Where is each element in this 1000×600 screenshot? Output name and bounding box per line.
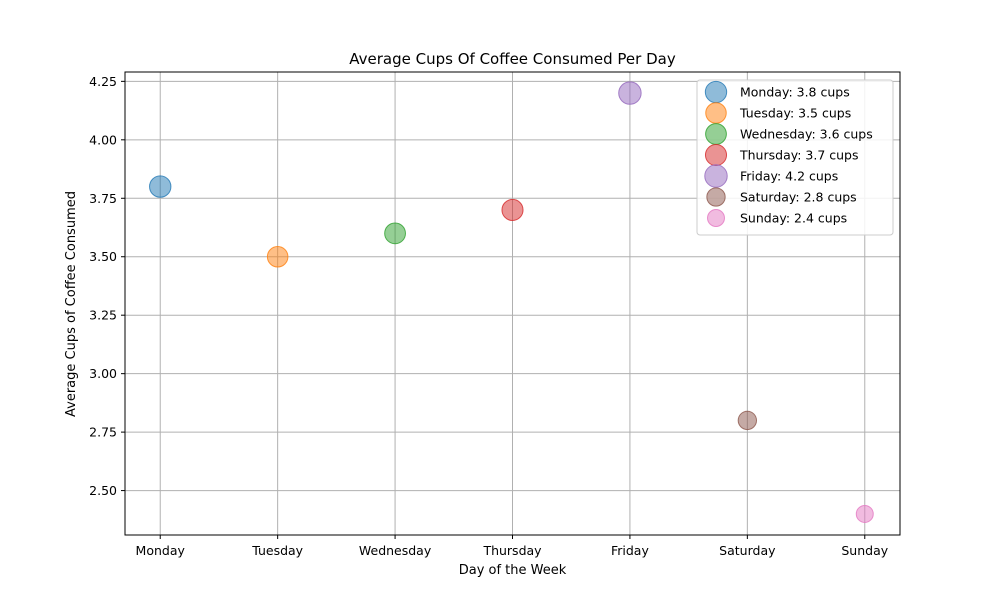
y-tick-label: 3.75: [89, 191, 117, 206]
legend-box: [696, 79, 894, 236]
legend-label: Sunday: 2.4 cups: [740, 211, 847, 226]
x-tick-label: Thursday: [482, 543, 542, 558]
x-tick-label: Friday: [611, 543, 649, 558]
x-tick-label: Saturday: [719, 543, 776, 558]
chart-title: Average Cups Of Coffee Consumed Per Day: [349, 50, 676, 68]
legend-marker: [707, 209, 725, 227]
data-point-sunday: [855, 504, 874, 523]
y-tick-label: 2.50: [89, 483, 117, 498]
legend-marker: [705, 123, 727, 145]
y-tick-label: 3.00: [89, 366, 117, 381]
data-point-tuesday: [266, 245, 289, 268]
y-tick-label: 2.75: [89, 425, 117, 440]
legend-marker: [706, 187, 726, 207]
legend: Monday: 3.8 cups Tuesday: 3.5 cups Wednesd…: [696, 79, 894, 236]
x-tick-label: Tuesday: [251, 543, 303, 558]
legend-marker: [704, 80, 728, 104]
data-point-wednesday: [384, 222, 406, 245]
legend-label: Saturday: 2.8 cups: [740, 190, 857, 205]
data-point-saturday: [737, 410, 758, 431]
y-tick-label: 4.25: [89, 74, 117, 89]
grid-lines: [125, 72, 900, 535]
x-axis-ticks: Monday Tuesday Wednesday Thursday Friday Satu…: [136, 535, 889, 558]
y-axis-ticks: 2.50 2.75 3.00 3.25 3.50 3.75 4.00 4.25: [89, 74, 125, 498]
x-tick-label: Monday: [136, 543, 186, 558]
legend-label: Friday: 4.2 cups: [740, 169, 838, 184]
legend-marker: [705, 102, 727, 124]
data-points: [149, 81, 874, 523]
legend-label: Wednesday: 3.6 cups: [740, 127, 873, 142]
legend-marker: [704, 143, 728, 167]
legend-label: Tuesday: 3.5 cups: [739, 106, 851, 121]
x-tick-label: Wednesday: [359, 543, 432, 558]
legend-label: Monday: 3.8 cups: [740, 85, 850, 100]
data-point-thursday: [501, 198, 524, 222]
x-tick-label: Sunday: [841, 543, 888, 558]
y-axis-label: Average Cups of Coffee Consumed: [64, 191, 79, 417]
data-point-monday: [149, 175, 172, 198]
y-tick-label: 4.00: [89, 132, 117, 147]
legend-marker: [704, 164, 728, 188]
x-axis-label: Day of the Week: [459, 563, 567, 578]
legend-label: Thursday: 3.7 cups: [739, 148, 859, 163]
y-tick-label: 3.50: [89, 249, 117, 264]
y-tick-label: 3.25: [89, 308, 117, 323]
data-point-friday: [618, 81, 642, 105]
